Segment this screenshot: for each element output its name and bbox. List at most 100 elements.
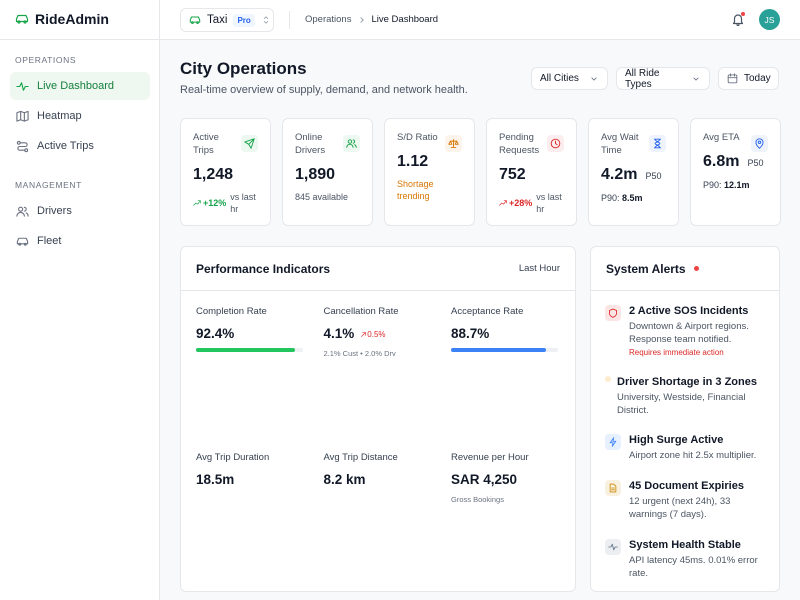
- alert-item[interactable]: 2 Active SOS Incidents Downtown & Airport…: [605, 304, 765, 357]
- kpi-change: +28% vs last hr: [499, 191, 564, 215]
- icon: [16, 81, 29, 91]
- metric-number: 92.4%: [196, 326, 235, 341]
- sidebar-header: [0, 39, 159, 40]
- kpi-value: 1,248: [193, 165, 258, 185]
- icon-part: [23, 20, 27, 24]
- kpi-p90: P90: 12.1m: [703, 179, 768, 191]
- kpi-number: 752: [499, 166, 526, 183]
- alert-title: High Surge Active: [629, 434, 724, 446]
- icon: [693, 77, 699, 80]
- metric-number: 88.7%: [451, 326, 490, 341]
- icon-part: [755, 138, 764, 149]
- alert-text: Downtown & Airport regions. Response tea…: [629, 321, 749, 345]
- service-name: Taxi: [207, 14, 228, 26]
- alert-item[interactable]: Driver Shortage in 3 Zones University, We…: [605, 375, 765, 417]
- nav-label: Live Dashboard: [37, 80, 115, 92]
- alert-action: Requires immediate action: [629, 348, 724, 357]
- kpi-label: Avg ETA: [703, 132, 740, 143]
- icon-part: [609, 437, 617, 447]
- kpi-p90-value: 12.1m: [724, 180, 750, 190]
- icon: [189, 16, 201, 24]
- icon-part: [17, 141, 28, 151]
- kpi-p90: P90: 8.5m: [601, 192, 666, 204]
- nav-item[interactable]: Live Dashboard: [10, 72, 150, 100]
- metric-note: Gross Bookings: [451, 495, 504, 504]
- nav-label: Heatmap: [37, 110, 82, 122]
- kpi-value: 4.2m P50: [601, 165, 666, 186]
- icon-part: [193, 200, 201, 206]
- metric-value: SAR 4,250: [451, 472, 561, 487]
- icon-part: [263, 16, 269, 24]
- icon-part: [611, 487, 615, 491]
- filter-label: All Ride Types: [625, 67, 660, 90]
- brand-name: RideAdmin: [35, 11, 109, 27]
- metric-label: Avg Trip Duration: [196, 452, 270, 463]
- alert-body: 45 Document Expiries 12 urgent (next 24h)…: [629, 479, 765, 521]
- metric-value: 88.7%: [451, 326, 561, 341]
- kpi-label: Active Trips: [193, 132, 219, 156]
- icon: [608, 543, 618, 551]
- kpi-number: 4.2m: [601, 166, 638, 183]
- period: Last Hour: [518, 263, 560, 274]
- icon-part: [18, 206, 24, 212]
- alert-body: System Health Stable API latency 45ms. 0.…: [629, 538, 765, 580]
- kpi-card: Pending Requests 752 +28% vs last hr: [486, 118, 577, 226]
- notifications[interactable]: [731, 12, 745, 31]
- filter-label: All Cities: [540, 73, 579, 84]
- icon-part: [609, 308, 617, 318]
- filter[interactable]: All Cities: [531, 67, 608, 90]
- kpi-label: Pending Requests: [499, 132, 540, 156]
- kpi-note: vs last hr: [536, 192, 562, 214]
- alert-title: System Health Stable: [629, 539, 741, 551]
- icon-part: [196, 21, 199, 24]
- icon: [193, 200, 201, 206]
- icon: [16, 110, 29, 122]
- breadcrumb-item[interactable]: Operations: [305, 14, 352, 25]
- icon: [499, 200, 507, 206]
- kpi-change-text: +12%: [203, 198, 227, 208]
- icon-part: [609, 483, 617, 493]
- nav-label: Fleet: [37, 235, 62, 247]
- service-selector[interactable]: Taxi Pro: [180, 8, 274, 32]
- kpi-value: 1,890: [295, 165, 360, 185]
- icon-part: [23, 206, 29, 217]
- alert-item[interactable]: 45 Document Expiries 12 urgent (next 24h)…: [605, 479, 765, 521]
- icon: [732, 14, 744, 27]
- notification-dot: [741, 12, 745, 16]
- icon-part: [23, 242, 27, 246]
- icon-part: [16, 110, 29, 122]
- metric-change-text: 0.5%: [367, 330, 386, 339]
- avatar[interactable]: JS: [759, 9, 780, 30]
- panel-title: System Alerts: [606, 261, 686, 276]
- metric-change: 0.5%: [360, 330, 386, 339]
- filter[interactable]: Today: [718, 67, 779, 90]
- icon: [609, 483, 617, 493]
- icon-part: [244, 138, 255, 149]
- icon: [346, 139, 357, 148]
- kpi-card: Online Drivers 1,890 845 available: [282, 118, 373, 226]
- nav-item[interactable]: Fleet: [10, 227, 150, 255]
- divider: [289, 11, 290, 29]
- kpi-value: 752: [499, 165, 564, 185]
- section-title: MANAGEMENT: [15, 180, 82, 190]
- icon-part: [17, 20, 21, 24]
- icon-part: [499, 200, 507, 206]
- icon-part: [18, 242, 22, 246]
- alert-body: High Surge Active Airport zone hit 2.5x m…: [629, 433, 765, 462]
- nav-label: Drivers: [37, 205, 72, 217]
- filter[interactable]: All Ride Types: [616, 67, 710, 90]
- alert-text: Airport zone hit 2.5x multiplier.: [629, 450, 757, 461]
- metric: Revenue per Hour SAR 4,250 Gross Bookings: [451, 452, 561, 504]
- nav-item[interactable]: Heatmap: [10, 102, 150, 130]
- metric-label: Cancellation Rate: [323, 306, 399, 317]
- icon-part: [197, 200, 201, 204]
- icon: [550, 138, 561, 149]
- icon-part: [736, 23, 740, 27]
- alert-item[interactable]: High Surge Active Airport zone hit 2.5x m…: [605, 433, 765, 462]
- alert-item[interactable]: System Health Stable API latency 45ms. 0.…: [605, 538, 765, 580]
- kpi-change-value: +28%: [499, 197, 532, 209]
- kpi-change-value: +12%: [193, 197, 226, 209]
- icon-part: [346, 143, 354, 148]
- nav-item[interactable]: Drivers: [10, 197, 150, 225]
- nav-item[interactable]: Active Trips: [10, 132, 150, 160]
